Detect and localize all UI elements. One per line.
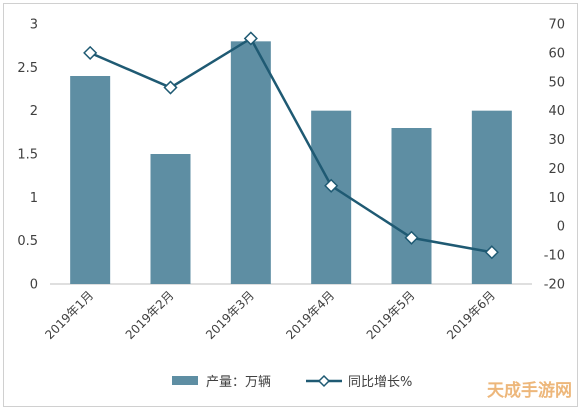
- right-tick-label: 30: [548, 133, 565, 148]
- line-markers: [83, 31, 499, 260]
- bar: [311, 110, 352, 285]
- line-point-marker: [163, 80, 178, 95]
- right-tick-label: 10: [548, 191, 565, 206]
- x-tick-label: 2019年3月: [203, 288, 257, 342]
- left-tick-label: 0.5: [17, 234, 38, 249]
- legend-line-marker: [317, 374, 331, 388]
- legend-bar-swatch: [172, 376, 198, 385]
- right-tick-label: 70: [548, 18, 565, 33]
- left-tick-label: 1: [30, 191, 38, 206]
- right-tick-label: -10: [544, 249, 565, 264]
- x-tick-label: 2019年1月: [42, 288, 96, 342]
- right-tick-label: -20: [544, 278, 565, 293]
- x-tick-label: 2019年2月: [123, 288, 177, 342]
- bar: [230, 41, 271, 285]
- left-tick-label: 3: [30, 18, 38, 33]
- line-point-marker: [243, 31, 258, 46]
- watermark: 天成手游网: [487, 380, 572, 401]
- growth-line: [89, 36, 493, 254]
- right-axis-ticks: -20 -10 0 10 20 30 40 50 60 70: [544, 18, 565, 293]
- right-tick-label: 20: [548, 162, 565, 177]
- left-tick-label: 2.5: [17, 61, 38, 76]
- left-tick-label: 2: [30, 104, 38, 119]
- bar: [150, 154, 191, 284]
- x-axis-ticks: 2019年1月 2019年2月 2019年3月 2019年4月 2019年5月 2019年…: [42, 288, 498, 342]
- bar-series: [70, 41, 512, 285]
- legend: 产量：万辆 同比增长%: [172, 374, 412, 390]
- legend-bar-label: 产量：万辆: [206, 375, 271, 390]
- x-tick-label: 2019年6月: [444, 288, 498, 342]
- bar: [391, 128, 432, 284]
- line-point-marker: [83, 45, 98, 60]
- x-tick-label: 2019年4月: [283, 288, 337, 342]
- right-tick-label: 50: [548, 75, 565, 90]
- right-tick-label: 0: [557, 220, 565, 235]
- line-point-marker: [484, 245, 499, 260]
- right-tick-label: 40: [548, 104, 565, 119]
- x-tick-label: 2019年5月: [364, 288, 418, 342]
- legend-line-label: 同比增长%: [348, 375, 412, 390]
- left-tick-label: 1.5: [17, 148, 38, 163]
- bar: [70, 76, 111, 284]
- line-point-marker: [404, 230, 419, 245]
- line-point-marker: [324, 178, 339, 193]
- left-axis-ticks: 0 0.5 1 1.5 2 2.5 3: [17, 18, 38, 293]
- right-tick-label: 60: [548, 46, 565, 61]
- left-tick-label: 0: [30, 278, 38, 293]
